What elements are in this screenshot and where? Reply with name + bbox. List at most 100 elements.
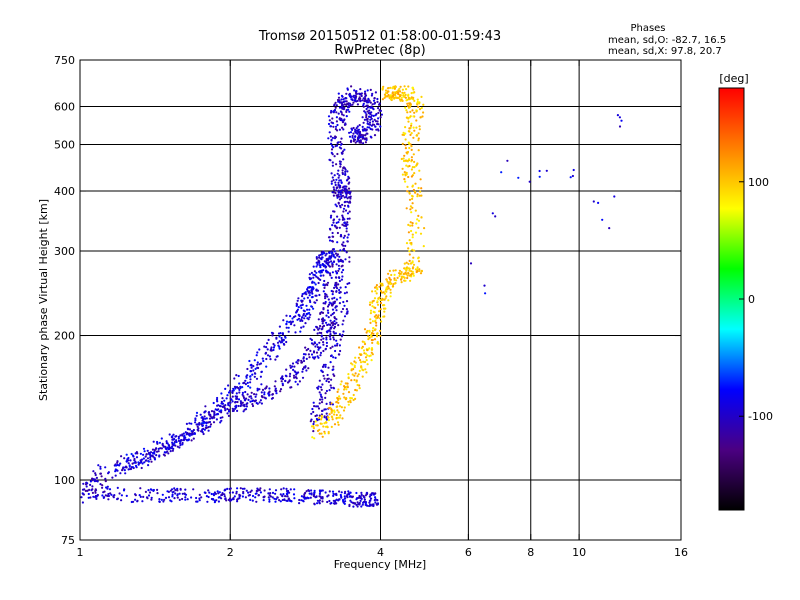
data-point	[338, 405, 342, 408]
data-point	[204, 417, 207, 420]
data-point	[221, 493, 224, 496]
data-point	[326, 295, 329, 298]
data-point	[304, 346, 307, 349]
data-point	[378, 285, 381, 288]
data-point	[403, 154, 406, 157]
data-point	[297, 359, 300, 362]
data-point	[281, 375, 284, 378]
data-point	[319, 354, 322, 357]
data-point	[319, 393, 322, 396]
data-point	[329, 361, 332, 364]
data-point	[378, 310, 381, 313]
data-point	[217, 492, 220, 495]
data-point	[315, 271, 318, 274]
data-point	[331, 117, 334, 120]
data-point	[412, 136, 415, 139]
data-point	[171, 445, 174, 448]
data-point	[363, 342, 367, 346]
data-point	[387, 93, 390, 97]
data-point	[242, 381, 245, 384]
data-point	[321, 252, 324, 255]
data-point	[334, 191, 337, 195]
data-point	[317, 281, 320, 285]
data-point	[318, 492, 321, 495]
data-point	[292, 374, 296, 377]
stats-o-line: mean, sd,O: -82.7, 16.5	[608, 35, 726, 46]
data-point	[256, 487, 259, 490]
data-point	[351, 495, 354, 498]
data-point	[413, 129, 416, 132]
data-point	[147, 489, 150, 492]
data-point	[168, 433, 171, 436]
data-point	[347, 108, 350, 111]
data-point	[323, 279, 326, 283]
data-point	[248, 395, 251, 398]
data-point	[286, 495, 289, 498]
data-point	[139, 459, 142, 462]
data-point	[251, 499, 254, 502]
data-point	[371, 123, 374, 126]
data-point	[298, 380, 301, 383]
data-point	[152, 488, 155, 492]
data-point	[263, 391, 266, 394]
data-point	[310, 277, 313, 280]
data-point	[413, 166, 416, 169]
data-point	[310, 489, 313, 492]
data-point	[198, 493, 201, 496]
data-point	[417, 226, 420, 229]
data-point	[331, 136, 334, 139]
data-point	[360, 505, 363, 508]
data-point	[372, 327, 375, 330]
data-point	[389, 282, 392, 286]
data-point	[325, 283, 328, 286]
data-point	[228, 497, 232, 500]
data-point	[333, 250, 336, 253]
data-point	[397, 89, 400, 92]
data-point	[360, 365, 363, 368]
data-point	[332, 338, 336, 341]
data-point	[259, 375, 262, 378]
data-point	[411, 236, 414, 239]
data-point	[405, 88, 408, 91]
data-point	[300, 361, 303, 364]
data-point	[291, 362, 295, 365]
data-point	[319, 324, 322, 328]
data-point	[345, 223, 348, 226]
data-point	[411, 206, 414, 209]
data-point	[406, 102, 409, 105]
data-point	[368, 115, 371, 118]
data-point	[346, 197, 349, 200]
data-point	[323, 422, 326, 425]
data-point	[320, 369, 323, 372]
data-point	[420, 187, 423, 190]
data-point	[369, 312, 372, 315]
data-point	[320, 418, 323, 421]
data-point	[324, 365, 327, 368]
data-point	[338, 174, 341, 177]
data-point	[404, 268, 407, 271]
data-point	[407, 175, 410, 179]
data-point	[393, 87, 396, 90]
data-point	[351, 134, 354, 138]
data-point	[398, 272, 402, 275]
data-point	[339, 140, 342, 144]
data-point	[174, 489, 177, 492]
data-point	[404, 93, 407, 96]
data-point	[343, 234, 346, 237]
data-point	[179, 442, 182, 445]
x-tick-label: 6	[465, 546, 472, 559]
data-point	[343, 388, 346, 391]
data-point	[317, 416, 321, 419]
data-point	[158, 455, 161, 458]
data-point	[369, 497, 373, 500]
data-point	[378, 317, 382, 320]
data-point	[322, 319, 325, 322]
data-point	[265, 357, 268, 361]
data-point	[364, 134, 367, 137]
data-point	[362, 105, 365, 108]
data-point	[245, 375, 248, 378]
data-point	[242, 410, 245, 413]
data-point	[336, 390, 339, 393]
data-point	[322, 250, 325, 253]
